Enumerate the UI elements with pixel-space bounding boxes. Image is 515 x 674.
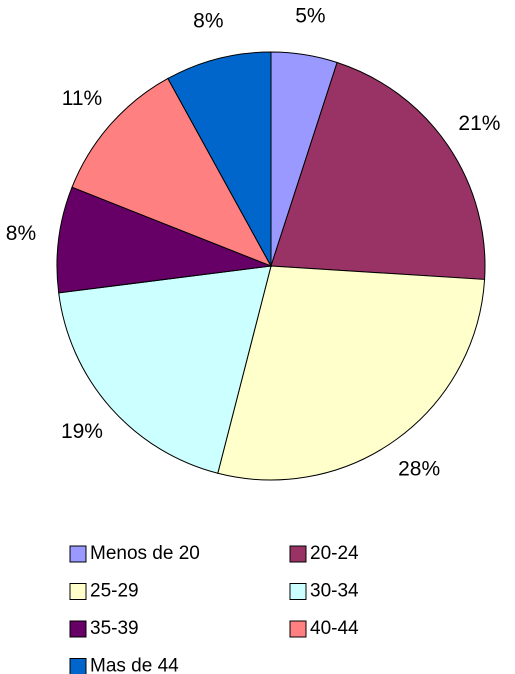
legend-label: 40-44 xyxy=(310,618,359,639)
legend-label: 30-34 xyxy=(310,581,359,602)
data-label: 5% xyxy=(295,5,325,28)
legend-label: Mas de 44 xyxy=(90,656,179,674)
pie-slice xyxy=(56,186,272,294)
legend-label: Menos de 20 xyxy=(90,543,200,564)
legend-label: 35-39 xyxy=(90,618,139,639)
legend-label: 20-24 xyxy=(310,543,359,564)
pie-slice xyxy=(270,61,486,280)
legend-swatch xyxy=(69,583,87,600)
data-label: 11% xyxy=(62,87,102,110)
data-label: 28% xyxy=(398,457,440,480)
pie-slice xyxy=(58,265,272,474)
legend-swatch xyxy=(289,620,307,638)
data-label: 19% xyxy=(61,420,103,443)
legend-swatch xyxy=(69,620,87,638)
legend-label: 25-29 xyxy=(90,581,139,602)
pie-slice xyxy=(71,77,273,267)
legend-swatch xyxy=(69,545,87,563)
data-label: 8% xyxy=(193,9,223,32)
data-label: 8% xyxy=(6,222,36,245)
pie-slice xyxy=(217,265,486,481)
legend-swatch xyxy=(289,583,307,600)
legend-swatch xyxy=(69,658,87,674)
pie-slice xyxy=(167,51,272,267)
legend-swatch xyxy=(289,545,307,563)
data-label: 21% xyxy=(458,112,500,135)
